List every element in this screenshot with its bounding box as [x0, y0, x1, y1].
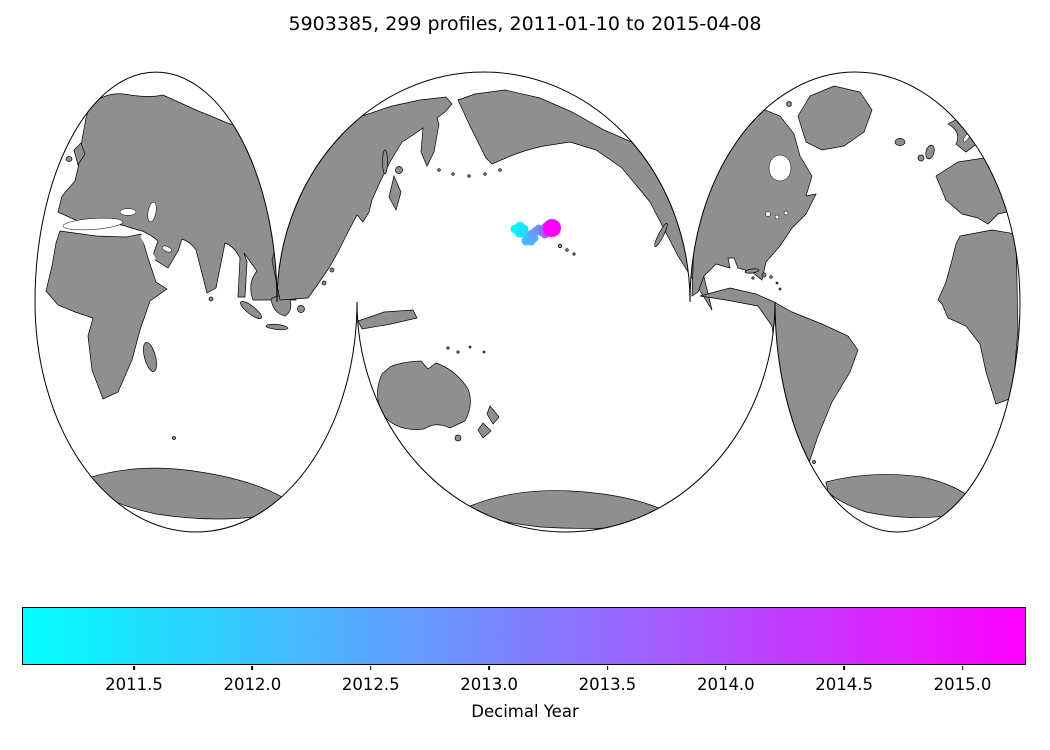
lake-great-lakes: [783, 210, 789, 216]
island-cuba: [744, 268, 760, 274]
sea-mediterranean: [62, 217, 124, 231]
colorbar-tick-mark: [843, 666, 845, 670]
landmass-greenland: [797, 85, 873, 151]
island-java: [265, 323, 289, 331]
island-hawaii: [558, 244, 562, 248]
colorbar-tick: 2012.0: [223, 666, 281, 694]
colorbar-tick: 2015.0: [933, 666, 992, 694]
island-hawaii: [572, 252, 576, 256]
gulf-persian: [162, 245, 172, 253]
colorbar-tick-label: 2014.0: [696, 675, 755, 694]
colorbar-tick-label: 2012.0: [223, 675, 282, 694]
island-hispaniola: [761, 272, 767, 278]
colorbar-tick-mark: [725, 666, 727, 670]
colorbar-tick-mark: [133, 666, 135, 670]
colorbar-tick-mark: [369, 666, 372, 670]
lake-great-lakes: [765, 211, 771, 217]
bay-hudson: [768, 154, 792, 182]
island-aleutians: [437, 168, 441, 172]
island-pacific: [482, 350, 486, 354]
island-sulawesi: [297, 305, 305, 313]
island-caribbean: [775, 281, 779, 285]
sea-black: [119, 208, 137, 216]
colorbar-tick: 2012.5: [342, 666, 400, 694]
island-kerguelen: [172, 436, 176, 440]
island-sumatra: [240, 301, 262, 319]
sea-red: [140, 234, 156, 261]
colorbar-tick-mark: [488, 666, 490, 670]
island-aleutians: [498, 168, 502, 172]
island-madagascar: [143, 342, 157, 372]
colorbar-tick-mark: [606, 666, 609, 670]
island-taiwan: [329, 267, 335, 273]
island-japan: [388, 174, 402, 211]
island-pacific: [446, 346, 450, 350]
colorbar-tick-mark: [251, 666, 254, 670]
colorbar-tick-label: 2014.5: [815, 675, 874, 694]
island-britain: [73, 142, 86, 166]
colorbar-tick: 2011.5: [105, 666, 163, 694]
colorbar-tick: 2013.0: [460, 666, 518, 694]
colorbar-tick-label: 2015.0: [933, 675, 992, 694]
island-britain-right: [925, 144, 935, 160]
island-ireland: [65, 156, 73, 162]
island-hainan: [321, 280, 327, 286]
island-aleutians: [483, 172, 487, 176]
island-caribbean: [769, 275, 773, 279]
island-pacific: [456, 350, 460, 354]
profile-scatter: [510, 219, 561, 246]
island-arctic: [762, 98, 770, 106]
inland-seas: [62, 131, 972, 261]
island-aleutians: [467, 174, 471, 178]
island-tasmania: [454, 434, 462, 442]
plot-title: 5903385, 299 profiles, 2011-01-10 to 201…: [288, 13, 762, 35]
sea-caspian: [147, 201, 157, 223]
colorbar-tick-mark: [961, 666, 964, 670]
landmass-north-america-west: [457, 89, 713, 311]
island-arctic: [786, 101, 792, 107]
colorbar-tick-label: 2011.5: [105, 675, 163, 694]
island-sakhalin: [382, 149, 388, 175]
island-new-zealand: [486, 405, 500, 425]
colorbar-tick: 2013.5: [578, 666, 637, 694]
island-srilanka: [208, 296, 214, 302]
colorbar-label: Decimal Year: [471, 702, 579, 721]
colorbar-ticks: 2011.5 2012.0 2012.5 2013.0 2013.5 2014.0 2014…: [22, 666, 1026, 700]
island-caribbean: [778, 287, 782, 291]
island-pacific: [468, 345, 472, 349]
island-iceland: [894, 138, 906, 146]
colorbar: [22, 607, 1026, 665]
island-hawaii: [565, 248, 569, 252]
landmass-africa-west: [937, 229, 1019, 405]
island-newguinea: [357, 309, 418, 330]
island-caribbean: [751, 276, 755, 280]
lake-great-lakes: [774, 214, 780, 220]
map-outline: [34, 71, 1021, 533]
profile-point: [543, 219, 561, 237]
colorbar-tick-label: 2013.5: [578, 675, 637, 694]
colorbar-tick: 2014.0: [697, 666, 755, 694]
colorbar-tick: 2014.5: [815, 666, 873, 694]
island-new-zealand: [477, 422, 492, 439]
island-ireland-right: [917, 154, 925, 162]
island-aleutians: [451, 172, 455, 176]
island-hokkaido: [395, 166, 403, 174]
colorbar-tick-label: 2013.0: [460, 675, 518, 694]
island-falkland: [812, 460, 816, 464]
colorbar-tick-label: 2012.5: [341, 675, 400, 694]
peninsula-baja: [654, 223, 668, 247]
